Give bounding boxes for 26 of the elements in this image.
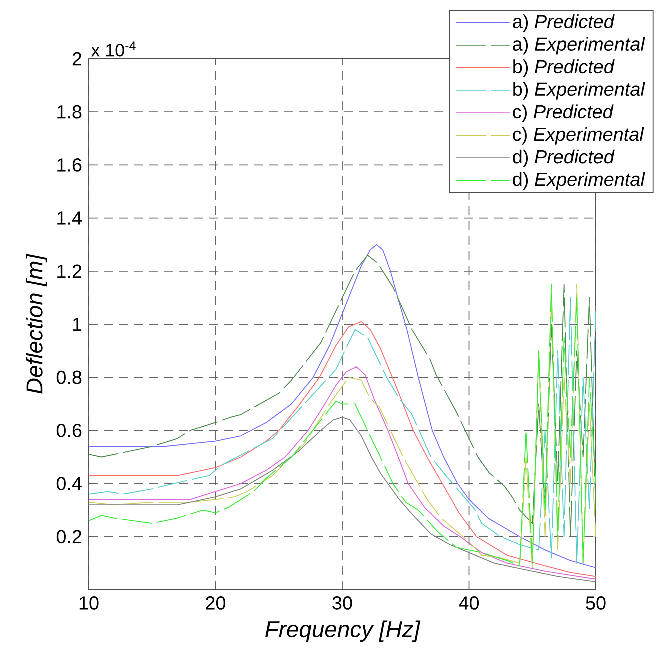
legend-label: d) Experimental	[513, 172, 646, 190]
legend-label: c) Predicted	[513, 104, 614, 122]
legend-label: b) Predicted	[514, 60, 615, 78]
y-tick-label: 1.4	[58, 212, 82, 225]
x-tick-label: 30	[332, 596, 352, 610]
y-tick-label: 0.6	[56, 424, 82, 438]
y-tick-label: 1.8	[58, 105, 82, 119]
y-tick-label: 0.8	[56, 370, 82, 384]
legend-label: a) Predicted	[513, 14, 615, 32]
x-tick-label: 10	[80, 596, 99, 610]
legend-label: c) Experimental	[513, 127, 644, 145]
legend-label: d) Predicted	[513, 150, 615, 168]
x-tick-label: 40	[459, 596, 480, 610]
y-tick-label: 1.2	[58, 264, 82, 278]
y-tick-label: 2	[72, 52, 82, 66]
y-tick-label: 1	[73, 318, 82, 332]
legend-label: a) Experimental	[513, 37, 646, 55]
y-tick-label: 1.6	[58, 158, 82, 172]
text: x 10$^{-4}$	[91, 42, 136, 57]
y-axis-title: Deflection [m]	[26, 254, 48, 394]
x-tick-label: 20	[206, 596, 226, 610]
y-tick-label: 0.4	[56, 477, 82, 491]
x-axis-title: Frequency [Hz]	[266, 620, 421, 642]
x-tick-label: 50	[586, 596, 606, 610]
y-tick-label: 0.2	[56, 530, 82, 544]
legend-label: b) Experimental	[514, 82, 646, 100]
